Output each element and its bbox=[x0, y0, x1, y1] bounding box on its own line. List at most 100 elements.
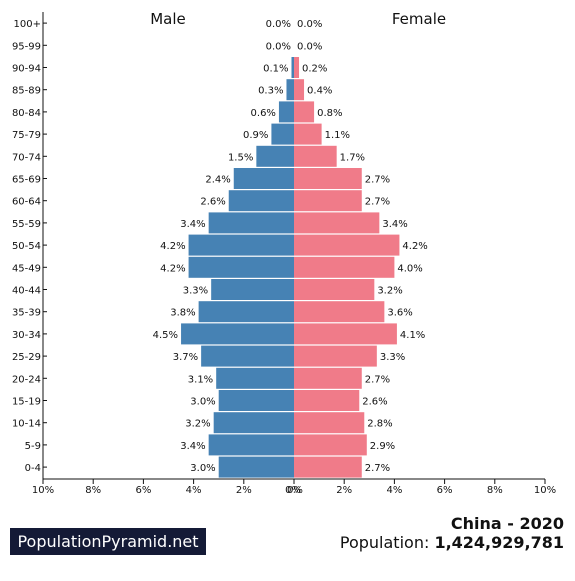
male-value-label: 0.6% bbox=[251, 108, 276, 119]
male-bar bbox=[256, 145, 294, 167]
population-label: Population: bbox=[339, 533, 430, 552]
x-tick-label: 6% bbox=[437, 485, 453, 496]
male-value-label: 3.8% bbox=[170, 308, 195, 319]
female-value-label: 0.0% bbox=[297, 19, 322, 30]
female-value-label: 0.0% bbox=[297, 41, 322, 52]
male-bar bbox=[271, 123, 294, 145]
female-bar bbox=[294, 256, 395, 278]
male-bar bbox=[201, 345, 294, 367]
age-group-label: 70-74 bbox=[12, 152, 41, 163]
male-value-label: 0.1% bbox=[263, 64, 288, 75]
male-value-label: 0.3% bbox=[258, 86, 283, 97]
female-bar bbox=[294, 323, 397, 345]
male-value-label: 3.1% bbox=[188, 374, 213, 385]
female-bar bbox=[294, 168, 362, 189]
x-tick-label: 0% bbox=[285, 485, 301, 496]
female-value-label: 2.7% bbox=[365, 175, 390, 186]
x-tick-label: 2% bbox=[236, 485, 252, 496]
male-bar bbox=[208, 434, 294, 456]
male-bar bbox=[181, 323, 294, 345]
age-group-label: 100+ bbox=[14, 19, 41, 30]
male-value-label: 2.6% bbox=[200, 197, 225, 208]
age-group-label: 40-44 bbox=[12, 286, 41, 297]
male-value-label: 3.2% bbox=[185, 419, 210, 430]
age-group-label: 35-39 bbox=[12, 308, 41, 319]
male-bar bbox=[188, 256, 294, 278]
male-bar bbox=[213, 412, 294, 434]
x-tick-label: 8% bbox=[487, 485, 503, 496]
female-bar bbox=[294, 456, 362, 478]
age-group-label: 95-99 bbox=[12, 41, 41, 52]
male-value-label: 0.9% bbox=[243, 130, 268, 141]
age-group-label: 45-49 bbox=[12, 263, 41, 274]
male-value-label: 3.0% bbox=[190, 397, 215, 408]
site-logo[interactable]: PopulationPyramid.net bbox=[10, 528, 206, 555]
x-tick-label: 10% bbox=[32, 485, 54, 496]
age-group-label: 55-59 bbox=[12, 219, 41, 230]
female-bar bbox=[294, 145, 337, 167]
female-value-label: 0.2% bbox=[302, 64, 327, 75]
male-value-label: 3.4% bbox=[180, 441, 205, 452]
female-value-label: 3.2% bbox=[377, 286, 402, 297]
female-bar bbox=[294, 367, 362, 389]
female-bar bbox=[294, 234, 400, 256]
female-bar bbox=[294, 412, 365, 434]
x-tick-label: 6% bbox=[135, 485, 151, 496]
female-bar bbox=[294, 79, 305, 101]
female-bar bbox=[294, 123, 322, 145]
male-bar bbox=[228, 190, 294, 212]
x-tick-label: 2% bbox=[336, 485, 352, 496]
male-value-label: 3.4% bbox=[180, 219, 205, 230]
male-bar bbox=[211, 279, 294, 300]
age-group-label: 25-29 bbox=[12, 352, 41, 363]
x-tick-label: 10% bbox=[534, 485, 556, 496]
male-value-label: 1.5% bbox=[228, 152, 253, 163]
female-value-label: 2.7% bbox=[365, 197, 390, 208]
age-group-label: 30-34 bbox=[12, 330, 41, 341]
x-tick-label: 8% bbox=[85, 485, 101, 496]
female-value-label: 0.4% bbox=[307, 86, 332, 97]
female-bar bbox=[294, 212, 380, 234]
female-value-label: 0.8% bbox=[317, 108, 342, 119]
female-value-label: 2.9% bbox=[370, 441, 395, 452]
female-bar bbox=[294, 301, 385, 323]
male-value-label: 3.0% bbox=[190, 463, 215, 474]
female-value-label: 1.1% bbox=[325, 130, 350, 141]
x-tick-label: 4% bbox=[186, 485, 202, 496]
female-value-label: 3.6% bbox=[387, 308, 412, 319]
female-series-title: Female bbox=[392, 10, 446, 28]
male-series-title: Male bbox=[150, 10, 186, 28]
age-group-label: 20-24 bbox=[12, 374, 41, 385]
age-group-label: 50-54 bbox=[12, 241, 41, 252]
female-value-label: 4.2% bbox=[402, 241, 427, 252]
female-bar bbox=[294, 345, 377, 367]
female-value-label: 2.6% bbox=[362, 397, 387, 408]
country-year: China - 2020 bbox=[450, 514, 564, 533]
male-bar bbox=[216, 367, 294, 389]
age-group-label: 85-89 bbox=[12, 86, 41, 97]
male-value-label: 3.7% bbox=[173, 352, 198, 363]
age-group-label: 10-14 bbox=[12, 419, 41, 430]
population-total: Population: 1,424,929,781 bbox=[340, 533, 564, 552]
female-bar bbox=[294, 190, 362, 212]
male-value-label: 2.4% bbox=[205, 175, 230, 186]
age-group-label: 0-4 bbox=[25, 463, 41, 474]
male-bar bbox=[286, 79, 294, 101]
male-value-label: 3.3% bbox=[183, 286, 208, 297]
age-group-label: 60-64 bbox=[12, 197, 41, 208]
female-value-label: 1.7% bbox=[340, 152, 365, 163]
male-bar bbox=[188, 234, 294, 256]
population-value: 1,424,929,781 bbox=[434, 533, 564, 552]
male-bar bbox=[233, 168, 294, 189]
male-value-label: 4.2% bbox=[160, 241, 185, 252]
female-bar bbox=[294, 279, 375, 300]
male-bar bbox=[278, 101, 294, 123]
x-tick-label: 0% bbox=[287, 485, 303, 496]
male-bar bbox=[291, 57, 294, 78]
female-bar bbox=[294, 434, 367, 456]
female-value-label: 2.7% bbox=[365, 463, 390, 474]
age-group-label: 80-84 bbox=[12, 108, 41, 119]
male-value-label: 0.0% bbox=[266, 41, 291, 52]
male-bar bbox=[198, 301, 294, 323]
female-value-label: 3.3% bbox=[380, 352, 405, 363]
